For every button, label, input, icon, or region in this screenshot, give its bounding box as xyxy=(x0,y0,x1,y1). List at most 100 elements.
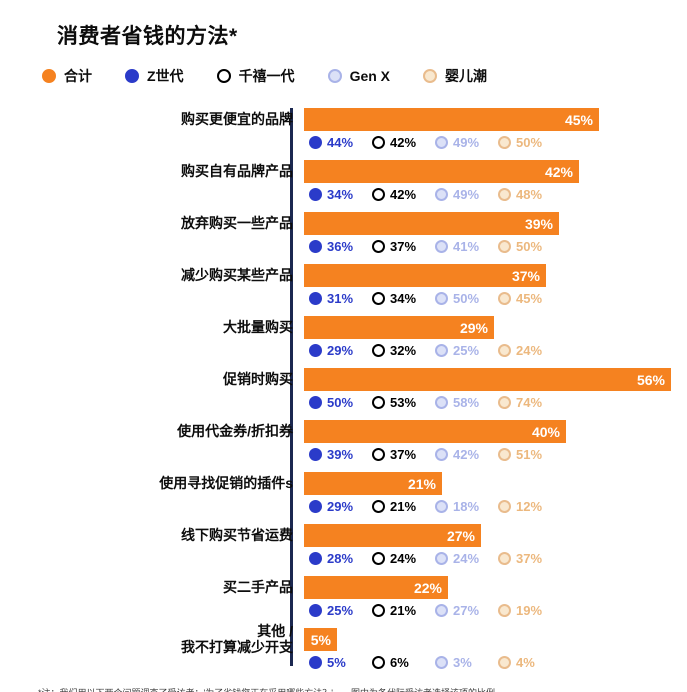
mill-value: 21% xyxy=(390,499,417,514)
boomer-value: 74% xyxy=(516,395,543,410)
mill-dot-icon xyxy=(372,656,385,669)
value-item-z: 29% xyxy=(309,499,372,514)
value-item-mill: 42% xyxy=(372,135,435,150)
mill-dot-icon xyxy=(372,500,385,513)
value-item-genx: 49% xyxy=(435,187,498,202)
genx-value: 18% xyxy=(453,499,480,514)
legend-swatch-total-icon xyxy=(42,69,56,83)
boomer-value: 12% xyxy=(516,499,543,514)
value-item-boomer: 24% xyxy=(498,343,561,358)
value-item-boomer: 50% xyxy=(498,239,561,254)
genx-dot-icon xyxy=(435,604,448,617)
mill-dot-icon xyxy=(372,188,385,201)
category-label: 减少购买某些产品 xyxy=(181,266,293,283)
boomer-value: 51% xyxy=(516,447,543,462)
value-item-z: 34% xyxy=(309,187,372,202)
total-bar-value: 37% xyxy=(511,267,540,284)
total-bar: 39% xyxy=(304,212,559,235)
breakdown-row: 50% 53% 58% 74% xyxy=(304,394,687,411)
bar-column: 29% 29% 32% 25% 24% xyxy=(304,316,687,359)
bar-column: 42% 34% 42% 49% 48% xyxy=(304,160,687,203)
legend-swatch-boomer-icon xyxy=(423,69,438,83)
chart-row: 放弃购买一些产品 39% 36% 37% 41% 50% xyxy=(0,212,687,255)
category-label: 使用代金券/折扣券 xyxy=(177,422,293,439)
mill-dot-icon xyxy=(372,604,385,617)
value-item-mill: 37% xyxy=(372,447,435,462)
mill-dot-icon xyxy=(372,552,385,565)
total-bar-value: 5% xyxy=(310,631,331,648)
value-item-mill: 42% xyxy=(372,187,435,202)
genx-value: 49% xyxy=(453,135,480,150)
boomer-dot-icon xyxy=(498,292,511,305)
chart-row: 其他 / 我不打算减少开支 5% 5% 6% 3% 4% xyxy=(0,622,687,671)
mill-value: 21% xyxy=(390,603,417,618)
bar-column: 45% 44% 42% 49% 50% xyxy=(304,108,687,151)
value-item-mill: 37% xyxy=(372,239,435,254)
mill-value: 24% xyxy=(390,551,417,566)
mill-value: 42% xyxy=(390,135,417,150)
value-item-mill: 53% xyxy=(372,395,435,410)
value-item-z: 28% xyxy=(309,551,372,566)
total-bar-value: 56% xyxy=(636,371,665,388)
genx-dot-icon xyxy=(435,344,448,357)
total-bar-value: 22% xyxy=(413,579,442,596)
page-title: 消费者省钱的方法* xyxy=(57,25,238,48)
legend-item-z: Z世代 xyxy=(125,66,184,86)
bar-column: 37% 31% 34% 50% 45% xyxy=(304,264,687,307)
genx-value: 58% xyxy=(453,395,480,410)
z-dot-icon xyxy=(309,188,322,201)
bar-column: 5% 5% 6% 3% 4% xyxy=(304,628,687,671)
boomer-value: 50% xyxy=(516,239,543,254)
breakdown-row: 29% 21% 18% 12% xyxy=(304,498,687,515)
breakdown-row: 39% 37% 42% 51% xyxy=(304,446,687,463)
y-axis-line xyxy=(290,108,293,666)
genx-dot-icon xyxy=(435,448,448,461)
value-item-z: 25% xyxy=(309,603,372,618)
genx-value: 25% xyxy=(453,343,480,358)
category-label: 线下购买节省运费 xyxy=(181,526,293,543)
value-item-genx: 58% xyxy=(435,395,498,410)
category-label: 使用寻找促销的插件s xyxy=(159,474,293,491)
breakdown-row: 28% 24% 24% 37% xyxy=(304,550,687,567)
legend-item-total: 合计 xyxy=(42,66,92,86)
value-item-mill: 6% xyxy=(372,655,435,670)
boomer-dot-icon xyxy=(498,604,511,617)
genx-value: 27% xyxy=(453,603,480,618)
value-item-boomer: 19% xyxy=(498,603,561,618)
boomer-value: 19% xyxy=(516,603,543,618)
z-dot-icon xyxy=(309,292,322,305)
value-item-boomer: 4% xyxy=(498,655,561,670)
value-item-boomer: 12% xyxy=(498,499,561,514)
bar-column: 39% 36% 37% 41% 50% xyxy=(304,212,687,255)
total-bar-value: 42% xyxy=(544,163,573,180)
boomer-value: 4% xyxy=(516,655,535,670)
z-dot-icon xyxy=(309,656,322,669)
genx-dot-icon xyxy=(435,292,448,305)
value-item-mill: 34% xyxy=(372,291,435,306)
genx-dot-icon xyxy=(435,396,448,409)
category-label: 其他 / 我不打算减少开支 xyxy=(181,622,293,655)
value-item-genx: 42% xyxy=(435,447,498,462)
value-item-z: 36% xyxy=(309,239,372,254)
z-value: 36% xyxy=(327,239,354,254)
total-bar: 29% xyxy=(304,316,494,339)
boomer-dot-icon xyxy=(498,500,511,513)
boomer-value: 50% xyxy=(516,135,543,150)
value-item-genx: 18% xyxy=(435,499,498,514)
chart-row: 购买自有品牌产品 42% 34% 42% 49% 48% xyxy=(0,160,687,203)
z-dot-icon xyxy=(309,604,322,617)
category-label: 购买更便宜的品牌 xyxy=(181,110,293,127)
mill-value: 34% xyxy=(390,291,417,306)
z-dot-icon xyxy=(309,448,322,461)
genx-value: 3% xyxy=(453,655,472,670)
mill-value: 37% xyxy=(390,447,417,462)
total-bar: 21% xyxy=(304,472,442,495)
legend-label-genx: Gen X xyxy=(349,68,391,84)
total-bar: 22% xyxy=(304,576,448,599)
chart-row: 使用代金券/折扣券 40% 39% 37% 42% 51% xyxy=(0,420,687,463)
genx-dot-icon xyxy=(435,656,448,669)
value-item-genx: 50% xyxy=(435,291,498,306)
value-item-genx: 24% xyxy=(435,551,498,566)
footnote: *注：我们用以下两个问题调查了受访者：'为了省钱您正在采用哪些方法？'——图中为… xyxy=(38,686,495,692)
chart-row: 线下购买节省运费 27% 28% 24% 24% 37% xyxy=(0,524,687,567)
